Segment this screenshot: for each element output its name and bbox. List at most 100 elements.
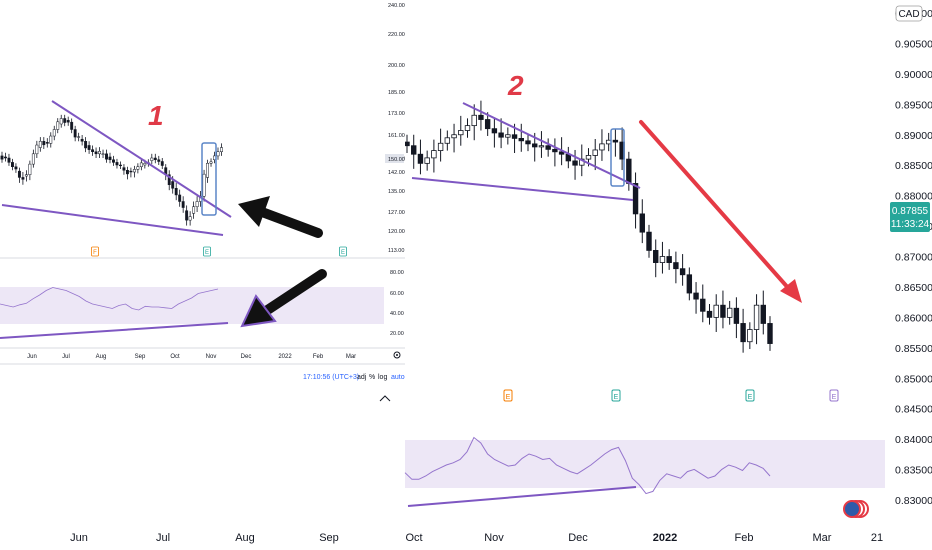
main-candle-body (740, 323, 746, 343)
inset-candle-body (14, 166, 18, 170)
inset-candle-body (139, 162, 143, 167)
inset-price-tick-label: 113.00 (388, 248, 404, 254)
main-time-tick-label: Oct (405, 532, 422, 544)
inset-candle-body (122, 167, 126, 171)
inset-candle-body (178, 194, 182, 202)
main-candle-body (626, 158, 632, 184)
main-price-tick-label: 0.85500 (895, 343, 932, 355)
main-candle-body (720, 304, 726, 318)
inset-candle-body (49, 135, 53, 144)
inset-time-tick-label: Aug (96, 354, 107, 360)
inset-adj-button[interactable]: adj (357, 374, 367, 381)
inset-price-tick-label: 220.00 (388, 32, 405, 38)
main-candle-body (471, 114, 477, 127)
inset-candle-body (7, 157, 11, 163)
main-candle-body (411, 145, 417, 155)
main-candle-body (484, 119, 491, 130)
main-price-tick-label: 0.88000 (895, 191, 932, 203)
inset-candle-body (206, 163, 209, 178)
inset-event-marker-box (91, 246, 99, 257)
inset-candle-body (157, 159, 161, 162)
main-price-tick-label: 0.87000 (895, 252, 932, 264)
main-candle-body (747, 329, 753, 343)
main-rsi-trendline (407, 486, 637, 507)
bottom-left-time-tick-label: Jul (156, 532, 170, 544)
main-candle-body (686, 274, 693, 294)
inset-auto-button[interactable]: auto (391, 374, 405, 381)
inset-time-tick-label: 2022 (278, 354, 292, 360)
annotation-number-2: 2 (507, 70, 524, 101)
inset-candle-body (11, 162, 14, 167)
earnings-event-marker: E (506, 394, 511, 401)
main-candle-body (599, 143, 605, 151)
inset-candle-body (70, 121, 74, 130)
inset-time-axis: Jun Jul Aug Sep Oct Nov Dec 2022 Feb Mar (27, 354, 356, 360)
inset-candle-body (63, 118, 67, 123)
inset-time-tick-label: Sep (135, 354, 146, 360)
currency-label: CAD (898, 9, 919, 20)
bottom-left-time-axis: Jun Jul Aug Sep (70, 532, 339, 544)
inset-candle-body (87, 145, 91, 150)
inset-candle-body (101, 153, 105, 155)
black-arrow-to-rsi-trendline (240, 269, 327, 328)
inset-settings-gear-icon[interactable] (393, 351, 401, 359)
inset-candle-body (125, 170, 129, 175)
main-chart: 0.910000.905000.900000.895000.890000.885… (404, 5, 932, 544)
earnings-event-marker: E (832, 394, 837, 401)
main-event-marker-box (611, 389, 621, 402)
inset-last-price-tag: 150.00 (388, 157, 405, 163)
inset-candle-body (216, 151, 220, 157)
main-candle-body (545, 145, 551, 150)
inset-candle-body (91, 149, 95, 152)
inset-last-price-tag-bg (385, 154, 404, 163)
main-candle-body (478, 114, 484, 120)
inset-time-tick-label: Jun (27, 354, 37, 360)
inset-candle-body (59, 118, 63, 125)
inset-time-tick-label: Mar (346, 354, 356, 360)
main-rsi-line (404, 436, 771, 495)
inset-event-marker-box (203, 246, 211, 257)
main-time-tick-label: Feb (735, 532, 754, 544)
main-candle-body (646, 231, 652, 251)
inset-log-button[interactable]: log (378, 374, 387, 381)
main-time-axis: Oct Nov Dec 2022 Feb Mar 21 (405, 532, 883, 544)
main-candle-body (451, 134, 457, 139)
black-arrow-to-price-wedge (238, 196, 323, 238)
inset-candle-body (24, 174, 28, 177)
inset-rsi-tick-label: 60.00 (390, 291, 404, 297)
inset-candle-body (38, 141, 42, 148)
inset-wedge-upper-trendline (51, 100, 232, 218)
inset-percent-button[interactable]: % (369, 374, 375, 381)
main-candle-body (444, 137, 451, 144)
inset-candle-body (192, 206, 196, 214)
main-candle-body (713, 304, 719, 318)
main-time-tick-label: 21 (871, 532, 883, 544)
main-candle-body (767, 323, 773, 344)
main-event-marker-box (829, 389, 839, 402)
inset-candle-body (132, 169, 136, 173)
inset-collapse-chevron-icon[interactable] (379, 395, 391, 402)
last-price-tag: 0.87855 11:33:24 (890, 202, 930, 232)
main-price-tick-label: 0.89500 (895, 99, 932, 111)
inset-price-tick-label: 200.00 (388, 63, 405, 69)
inset-earnings-event-marker: E (205, 250, 209, 256)
main-candle-body (700, 298, 706, 312)
compare-symbols-icon[interactable] (843, 500, 869, 518)
inset-time-tick-label: Oct (170, 354, 180, 360)
currency-badge[interactable]: CAD (895, 5, 923, 22)
inset-candle-body (188, 216, 192, 221)
inset-candle-body (185, 210, 189, 221)
inset-candle-body (167, 174, 171, 186)
main-price-tick-label: 0.86500 (895, 282, 932, 294)
main-candle-body (760, 304, 766, 324)
inset-wedge-lower-trendline (1, 204, 224, 236)
main-price-tick-label: 0.89000 (895, 130, 932, 142)
inset-candle-body (94, 151, 98, 155)
main-candle-body (726, 307, 733, 318)
main-candle-body (666, 256, 672, 263)
main-candle-body (532, 143, 538, 148)
inset-candle-body (66, 120, 70, 123)
inset-candle-body (136, 166, 140, 170)
